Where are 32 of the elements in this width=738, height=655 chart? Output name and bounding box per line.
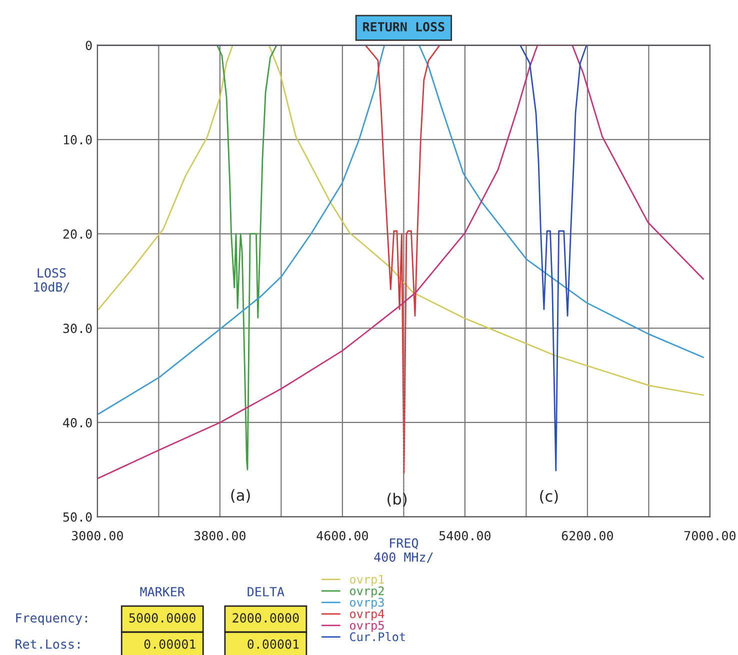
legend-label: Cur.Plot (350, 632, 405, 642)
x-tick-label: 6200.00 (562, 530, 613, 540)
x-tick-label: 3000.00 (72, 530, 123, 540)
text: MARKER (140, 587, 185, 596)
text: DELTA (248, 587, 284, 596)
y-tick-label: 0 (86, 40, 92, 50)
text: 5000.0000 (129, 613, 196, 623)
y-tick-label: 40.0 (63, 418, 92, 428)
y-axis-title: LOSS 10dB/ (34, 268, 70, 293)
legend-label: ovrp1 (350, 575, 384, 586)
annotation: (b) (388, 492, 407, 506)
x-tick-label: 4600.00 (316, 530, 368, 540)
text: Frequency: (16, 613, 88, 626)
legend-label: ovrp2 (350, 586, 384, 598)
x-tick-label: 3800.00 (194, 530, 246, 540)
chart-title: RETURN LOSS (363, 22, 444, 32)
annotation: (a) (231, 489, 250, 503)
legend-label: ovrp5 (350, 620, 384, 632)
y-tick-label: 30.0 (63, 324, 92, 334)
annotation: (c) (540, 490, 558, 504)
legend-label: ovrp4 (350, 609, 384, 621)
y-tick-label: 20.0 (63, 229, 92, 239)
legend-label: ovrp3 (350, 598, 384, 610)
y-tick-label: 50.0 (63, 512, 92, 522)
x-tick-label: 7000.00 (684, 530, 736, 540)
y-tick-label: 10.0 (64, 135, 92, 144)
text: Ret.Loss: (16, 640, 80, 649)
text: 2000.0000 (232, 613, 299, 623)
x-tick-label: 5400.00 (439, 530, 490, 540)
text: 0.00001 (248, 639, 299, 649)
x-axis-title: FREQ 400 MHz/ (374, 538, 433, 563)
text: 0.00001 (144, 639, 196, 649)
